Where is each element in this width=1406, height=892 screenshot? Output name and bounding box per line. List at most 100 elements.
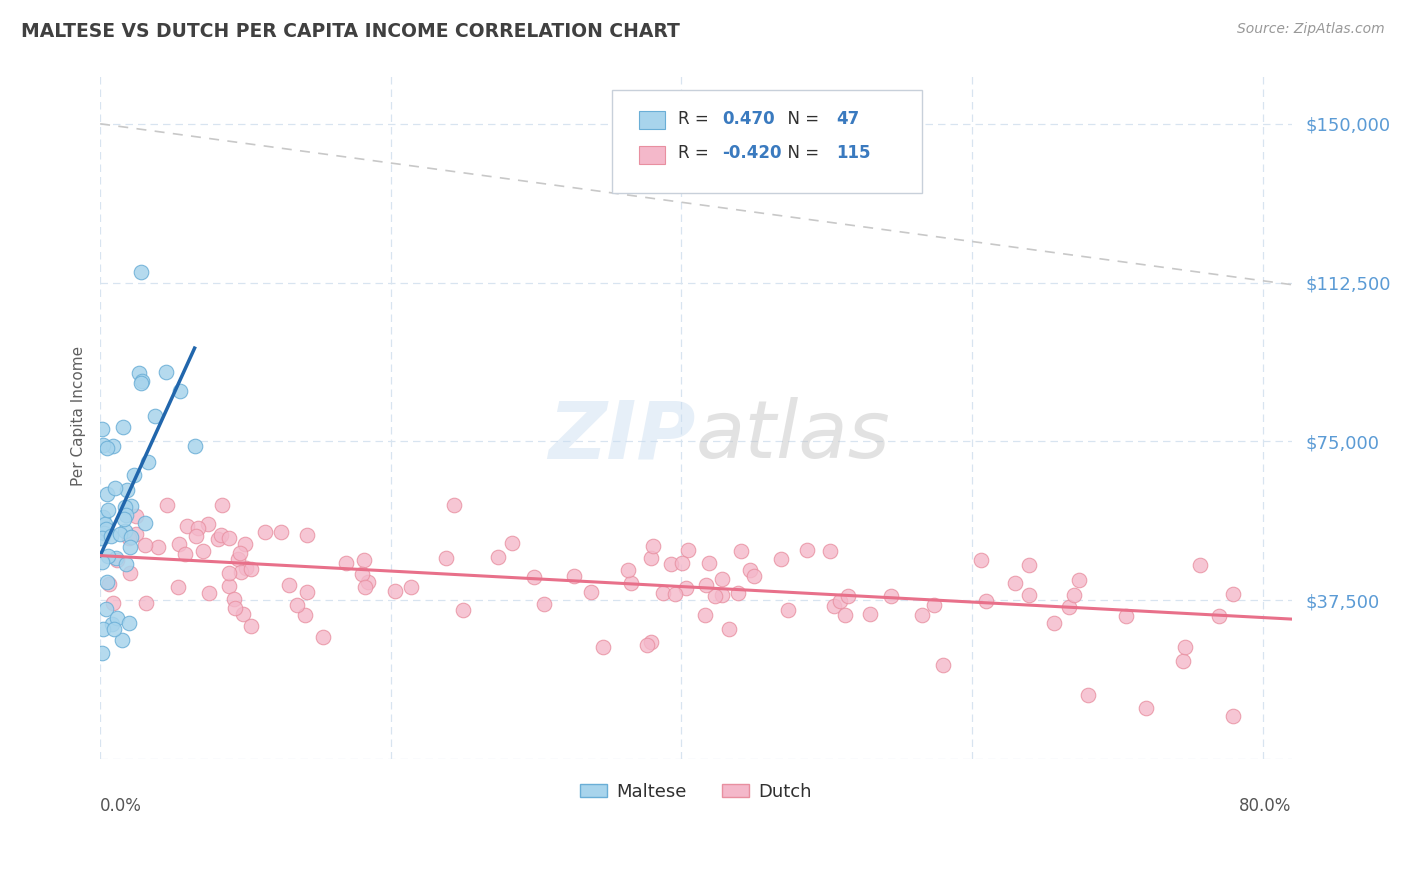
Point (96, 522, 118, 536)
Point (97, 576, 120, 591)
Point (100, 617, 122, 632)
Point (120, 530, 142, 544)
Point (148, 540, 170, 554)
Point (229, 546, 252, 560)
Point (235, 561, 257, 575)
Point (186, 529, 208, 543)
Text: -0.420: -0.420 (723, 145, 782, 162)
Point (1188, 558, 1211, 572)
Point (105, 552, 128, 566)
Point (218, 579, 240, 593)
Point (104, 551, 127, 566)
Point (434, 550, 457, 565)
Point (118, 531, 141, 545)
Text: 115: 115 (837, 145, 870, 162)
Point (101, 596, 124, 610)
Point (118, 616, 141, 631)
Point (652, 586, 675, 600)
Point (96, 441, 118, 455)
Point (134, 516, 156, 530)
Point (1004, 576, 1026, 591)
Point (117, 483, 139, 498)
Point (711, 572, 734, 586)
Point (239, 562, 262, 576)
Text: R =: R = (678, 110, 714, 128)
Point (129, 265, 152, 279)
Point (879, 589, 901, 603)
Point (122, 467, 145, 482)
Point (443, 498, 465, 512)
Point (742, 568, 765, 582)
Text: 0.0%: 0.0% (100, 797, 142, 814)
Point (183, 439, 205, 453)
Point (922, 598, 945, 612)
Point (1057, 599, 1080, 614)
Point (93, 526, 115, 541)
Point (778, 603, 800, 617)
Point (90, 646, 112, 660)
Point (120, 499, 142, 513)
Point (91, 622, 114, 636)
Legend: Maltese, Dutch: Maltese, Dutch (572, 776, 820, 808)
Point (270, 525, 292, 540)
Point (659, 558, 682, 572)
Point (104, 481, 127, 495)
Point (823, 599, 845, 614)
Point (837, 589, 859, 603)
Text: 80.0%: 80.0% (1239, 797, 1292, 814)
Point (352, 566, 374, 581)
Point (974, 593, 997, 607)
Point (297, 585, 319, 599)
Point (94, 602, 117, 616)
Point (224, 592, 246, 607)
Point (828, 594, 851, 608)
Point (277, 578, 299, 592)
Point (730, 544, 752, 558)
Point (354, 580, 377, 594)
Point (100, 529, 122, 543)
Point (239, 619, 262, 633)
Point (103, 623, 125, 637)
Point (114, 524, 136, 538)
Point (111, 420, 134, 434)
Point (1174, 640, 1197, 654)
Point (451, 603, 474, 617)
Point (129, 376, 152, 391)
Point (640, 551, 662, 566)
Point (717, 622, 740, 636)
Point (533, 597, 555, 611)
Point (664, 587, 686, 601)
Point (695, 577, 717, 591)
Point (335, 556, 357, 570)
Point (166, 581, 188, 595)
Y-axis label: Per Capita Income: Per Capita Income (72, 346, 86, 486)
Point (695, 608, 717, 623)
Point (115, 508, 138, 522)
Point (579, 585, 602, 599)
Point (207, 533, 229, 547)
Point (620, 576, 643, 591)
Point (114, 500, 136, 515)
Point (209, 527, 232, 541)
Point (134, 538, 156, 552)
Point (96, 574, 118, 589)
Point (285, 598, 308, 612)
Point (91, 510, 114, 524)
Point (697, 556, 720, 570)
Point (120, 540, 142, 554)
Point (770, 552, 793, 566)
Point (128, 366, 150, 380)
Point (156, 498, 179, 512)
Point (353, 553, 375, 567)
Point (970, 553, 993, 567)
Point (1042, 616, 1064, 631)
Point (384, 584, 406, 599)
Text: 0.470: 0.470 (723, 110, 775, 128)
Point (1067, 573, 1090, 587)
Text: R =: R = (678, 145, 714, 162)
Text: N =: N = (778, 110, 824, 128)
Point (229, 565, 252, 579)
Point (125, 509, 148, 524)
Point (224, 601, 246, 615)
Point (1208, 608, 1230, 623)
